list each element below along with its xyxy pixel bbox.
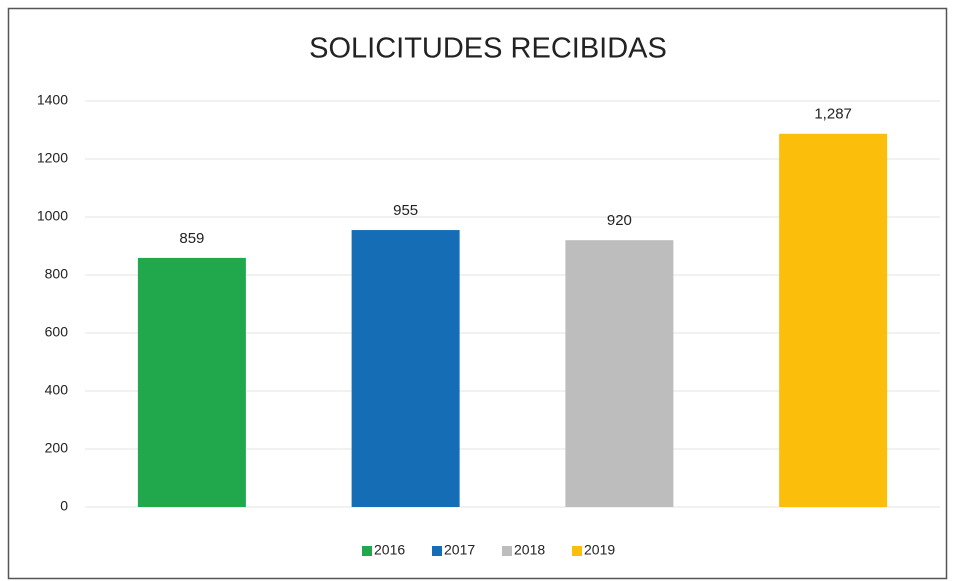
data-label: 859 xyxy=(179,230,204,247)
data-label: 955 xyxy=(393,202,418,219)
y-tick-label: 1000 xyxy=(37,208,68,224)
y-tick-label: 0 xyxy=(60,498,68,514)
legend-swatch xyxy=(502,546,512,556)
y-tick-label: 200 xyxy=(45,440,69,456)
legend-swatch xyxy=(432,546,442,556)
legend-swatch xyxy=(572,546,582,556)
legend-label: 2018 xyxy=(514,542,545,558)
bar xyxy=(779,133,888,507)
y-tick-label: 800 xyxy=(45,266,69,282)
y-tick-label: 1400 xyxy=(37,92,68,108)
data-label: 1,287 xyxy=(814,106,852,123)
legend-label: 2017 xyxy=(444,542,475,558)
legend-label: 2016 xyxy=(374,542,405,558)
y-tick-label: 600 xyxy=(45,324,69,340)
chart-title: SOLICITUDES RECIBIDAS xyxy=(309,33,667,65)
data-label: 920 xyxy=(607,212,632,229)
bar xyxy=(137,257,246,507)
legend-label: 2019 xyxy=(584,542,615,558)
bar xyxy=(351,230,460,508)
legend-swatch xyxy=(362,546,372,556)
y-tick-label: 1200 xyxy=(37,150,68,166)
y-tick-label: 400 xyxy=(45,382,69,398)
bar xyxy=(565,240,674,507)
